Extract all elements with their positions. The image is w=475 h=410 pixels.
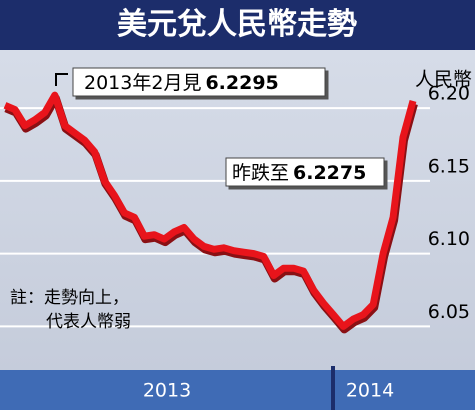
line: [3, 91, 417, 330]
annotation: 2013年2月見 6.2295: [84, 72, 279, 94]
annotation-text: 2013年2月見: [84, 72, 201, 94]
annotation: 昨跌至 6.2275: [232, 162, 366, 184]
annotation-pointer: [55, 73, 68, 86]
annotation-value: 6.2275: [293, 162, 366, 184]
annotation-value: 6.2295: [205, 72, 278, 94]
x-axis-bar: [0, 370, 475, 410]
annotation-box: [72, 67, 326, 97]
y-tick-label: 6.05: [428, 301, 470, 323]
y-tick-label: 6.20: [428, 83, 470, 105]
title-bar: [0, 0, 475, 50]
y-tick-label: 6.10: [428, 228, 470, 250]
x-label: 2014: [346, 380, 394, 402]
annotation-text: 昨跌至: [232, 162, 289, 184]
x-label: 2013: [143, 380, 191, 402]
annotation-box: [225, 157, 385, 187]
chart-title: 美元兌人民幣走勢: [117, 7, 357, 42]
y-axis-label: 人民幣: [415, 69, 472, 91]
note: 註：走勢向上，: [10, 288, 129, 308]
y-tick-label: 6.15: [428, 155, 470, 177]
note: 代表人幣弱: [46, 312, 131, 332]
